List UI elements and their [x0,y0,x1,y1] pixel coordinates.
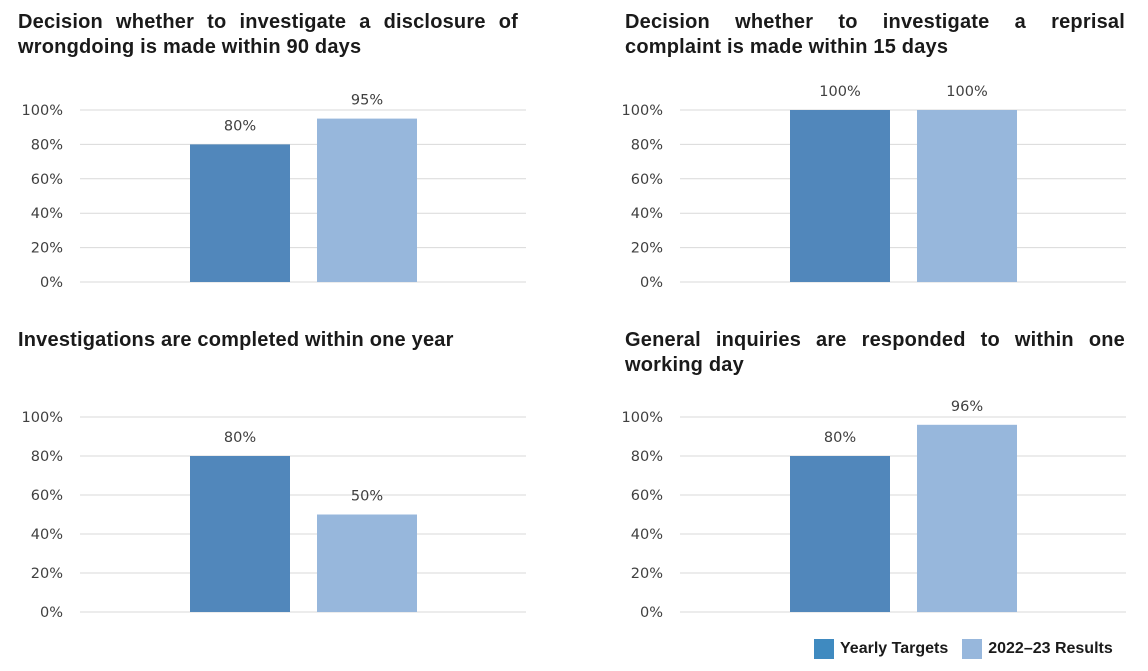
y-tick-label: 60% [631,172,663,188]
chart-title-inquiries: General inquiries are responded to withi… [625,329,1125,376]
bar-yearly-target [790,110,890,282]
y-tick-label: 0% [640,275,663,291]
legend-swatch-targets [814,639,834,659]
legend-item-targets: Yearly Targets [814,639,948,659]
y-tick-label: 20% [31,241,63,257]
legend-item-results: 2022–23 Results [962,639,1113,659]
legend-label-results: 2022–23 Results [988,640,1113,657]
data-label: 95% [351,93,383,109]
y-tick-label: 20% [631,241,663,257]
y-tick-label: 100% [22,103,63,119]
chart-title-disclosure: Decision whether to investigate a disclo… [18,11,518,58]
y-tick-label: 60% [31,488,63,504]
y-tick-label: 0% [40,275,63,291]
bar-2022-23-result [317,514,417,612]
y-tick-label: 40% [31,527,63,543]
y-tick-label: 100% [22,410,63,426]
chart-title-reprisal: Decision whether to investigate a repris… [625,11,1125,58]
bar-yearly-target [190,456,290,612]
y-tick-label: 80% [31,137,63,153]
bar-yearly-target [190,144,290,282]
y-tick-label: 80% [631,449,663,465]
y-tick-label: 100% [622,103,663,119]
y-tick-label: 40% [631,527,663,543]
y-tick-label: 60% [631,488,663,504]
legend-swatch-results [962,639,983,659]
bar-2022-23-result [917,424,1017,612]
y-tick-label: 80% [31,449,63,465]
legend-label-targets: Yearly Targets [840,640,949,657]
chart-disclosure-90-days: 0% 20% 40% 60% 80% 100% 80% 95% [22,93,526,291]
data-label: 96% [951,399,983,415]
data-label: 80% [224,430,256,446]
legend: Yearly Targets 2022–23 Results [814,637,1113,661]
y-tick-label: 20% [631,566,663,582]
bar-2022-23-result [917,110,1017,282]
bar-yearly-target [790,456,890,612]
data-label: 100% [819,84,860,100]
y-tick-label: 80% [631,137,663,153]
chart-reprisal-15-days: 0% 20% 40% 60% 80% 100% 100% 100% [622,84,1126,291]
chart-inquiries-one-day: 0% 20% 40% 60% 80% 100% 80% 96% [622,399,1126,621]
y-tick-label: 100% [622,410,663,426]
chart-title-investigations: Investigations are completed within one … [18,329,454,351]
y-tick-label: 20% [31,566,63,582]
chart-investigations-one-year: 0% 20% 40% 60% 80% 100% 80% 50% [22,410,526,621]
data-label: 80% [224,118,256,134]
data-label: 80% [824,430,856,446]
y-tick-label: 60% [31,172,63,188]
data-label: 100% [946,84,987,100]
y-tick-label: 0% [640,605,663,621]
bar-2022-23-result [317,118,417,282]
y-tick-label: 40% [631,206,663,222]
y-tick-label: 40% [31,206,63,222]
y-tick-label: 0% [40,605,63,621]
data-label: 50% [351,489,383,505]
